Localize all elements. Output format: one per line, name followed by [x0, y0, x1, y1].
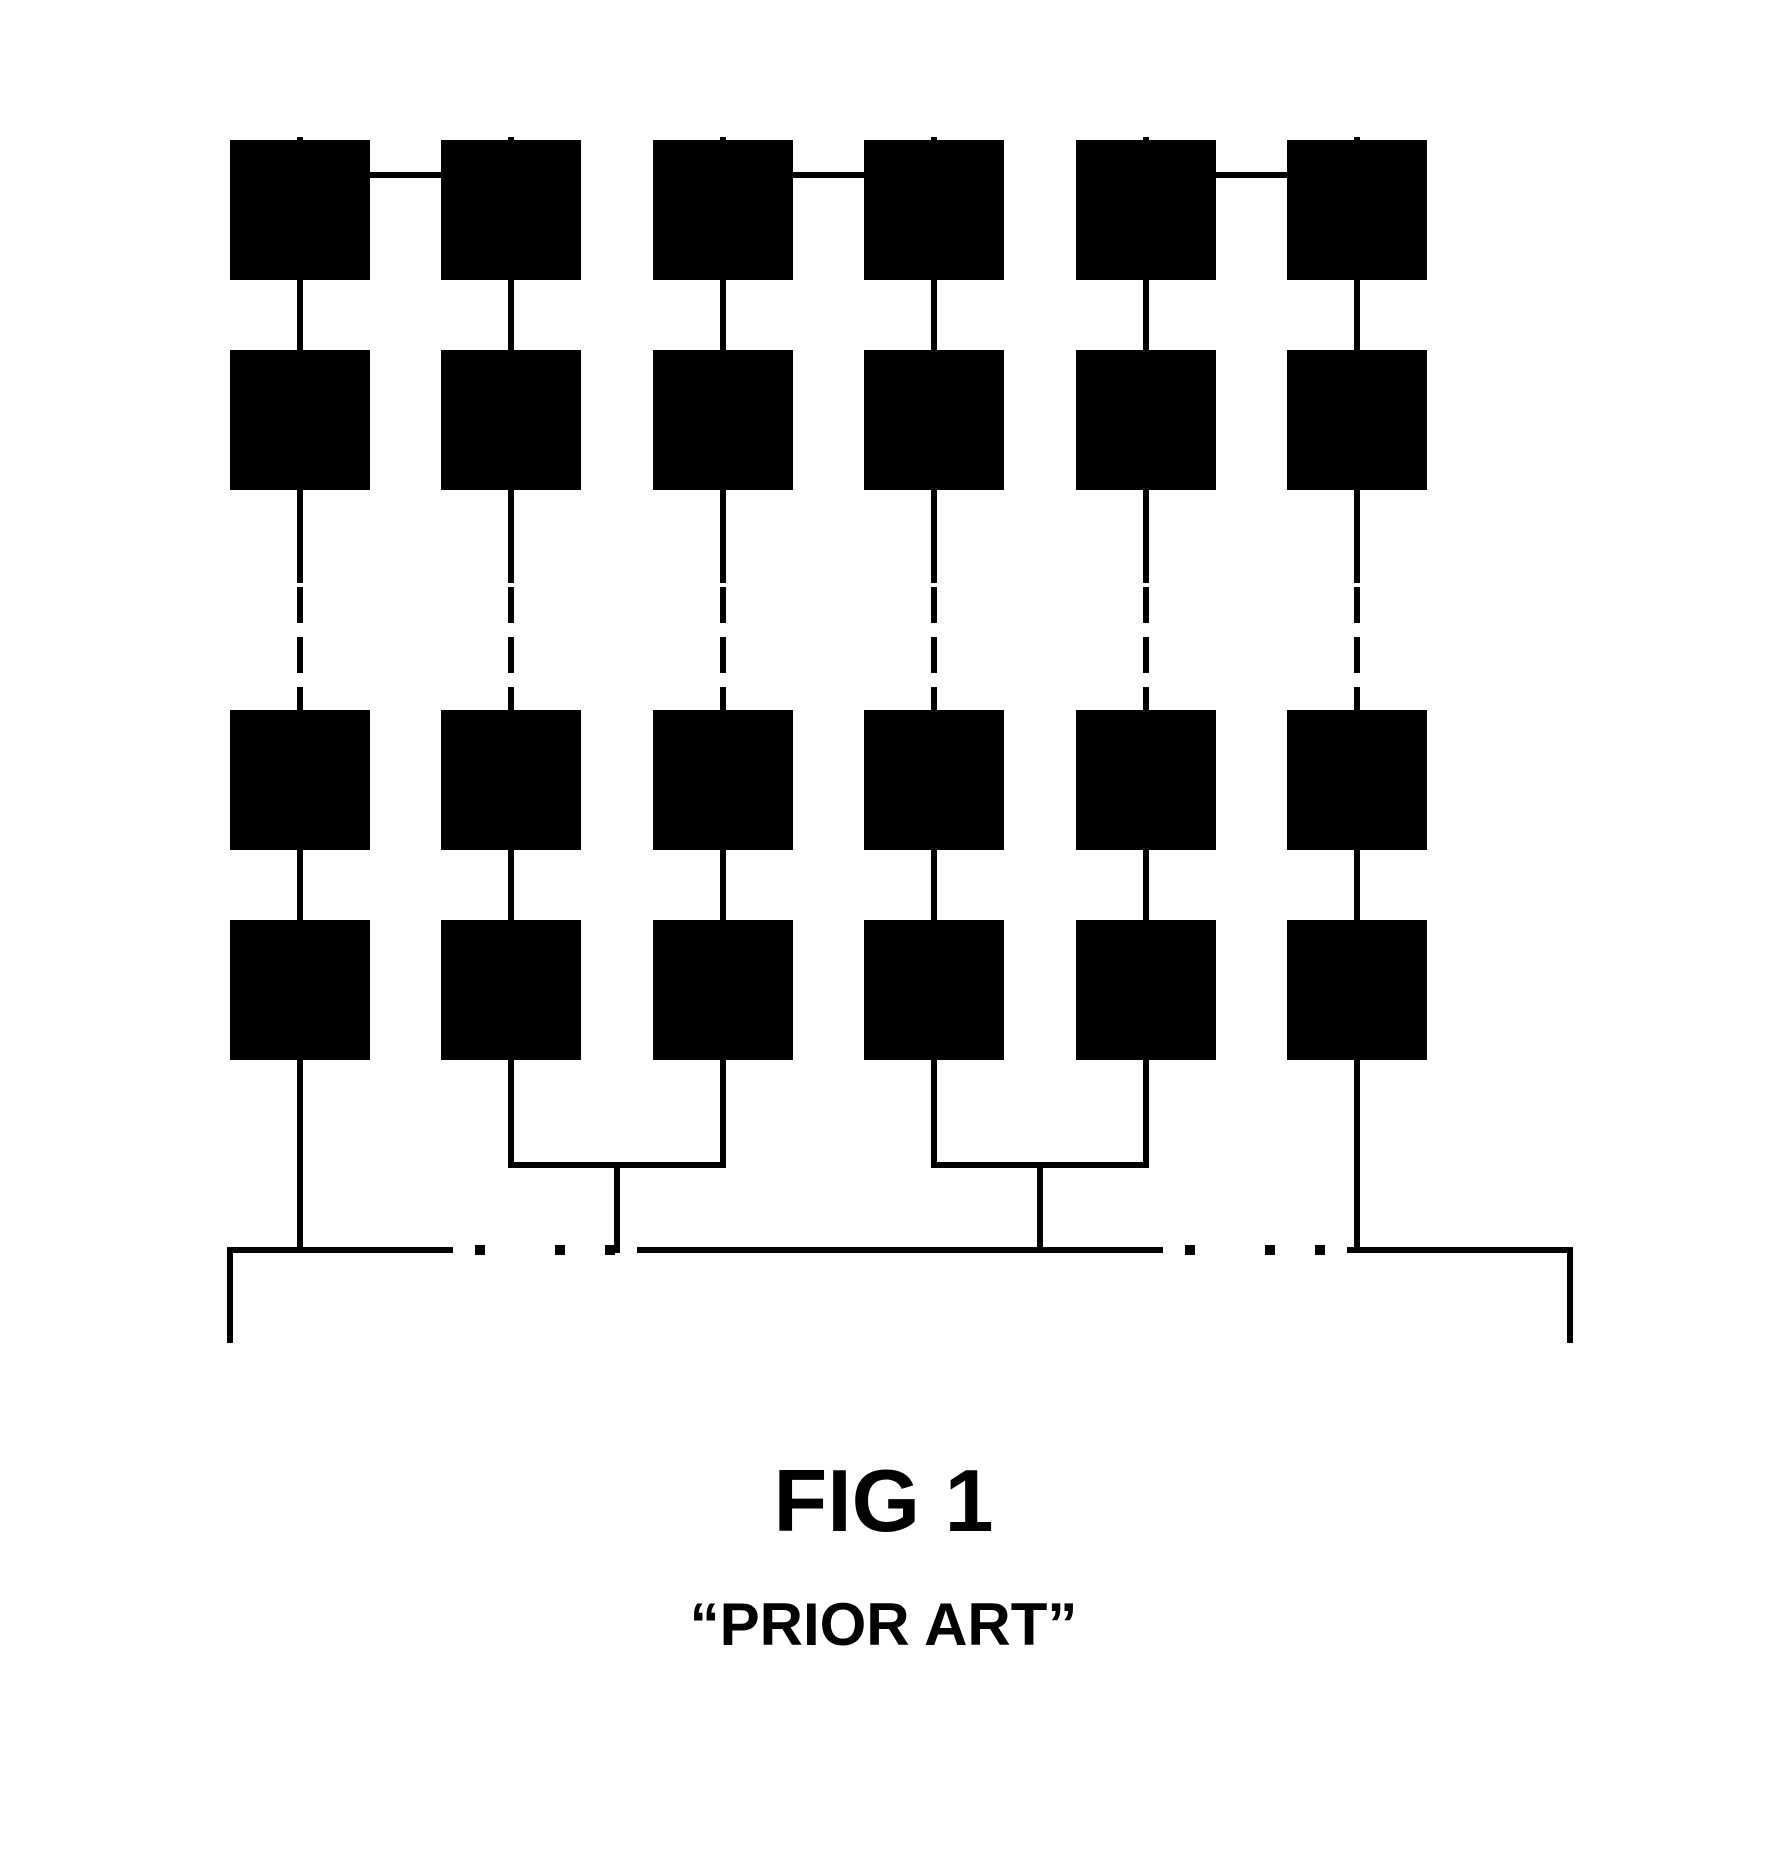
bus-dot [1315, 1245, 1325, 1255]
cell-block [1287, 350, 1427, 490]
cell-block [1076, 920, 1216, 1060]
cell-block [1076, 350, 1216, 490]
cell-block [653, 920, 793, 1060]
cell-block [653, 350, 793, 490]
cell-block [441, 920, 581, 1060]
bus-dot [1265, 1245, 1275, 1255]
bus-dot [605, 1245, 615, 1255]
bus-dot [475, 1245, 485, 1255]
bus-dot [555, 1245, 565, 1255]
figure-subtitle: “PRIOR ART” [0, 1590, 1767, 1659]
bus-dot [1185, 1245, 1195, 1255]
cell-block [230, 920, 370, 1060]
cell-block [864, 350, 1004, 490]
cell-block [864, 920, 1004, 1060]
cell-block [1287, 920, 1427, 1060]
cell-block [441, 350, 581, 490]
figure-title: FIG 1 [0, 1450, 1767, 1552]
cell-block [230, 350, 370, 490]
